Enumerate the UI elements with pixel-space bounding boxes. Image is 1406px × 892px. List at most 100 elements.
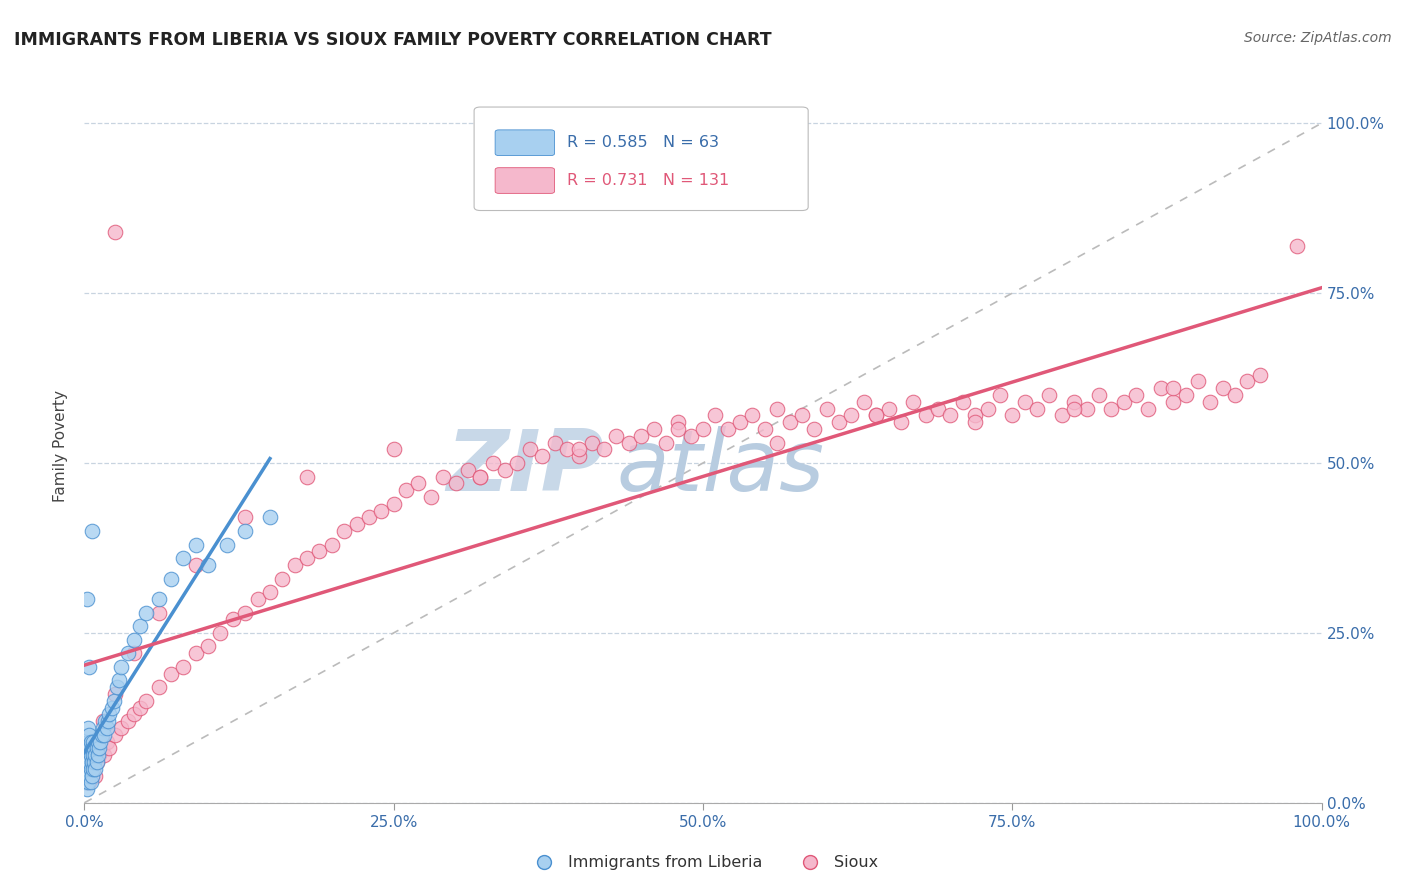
Point [82,762,104,776]
Point [148,680,170,694]
FancyBboxPatch shape [495,130,554,155]
Point [79,755,101,769]
Point [1187,375,1209,389]
Point [481,456,503,470]
Point [779,415,801,429]
Point [581,435,603,450]
Point [555,442,578,457]
Point [952,394,974,409]
Point [77,734,100,748]
Point [927,401,949,416]
Point [828,415,851,429]
Point [79,775,101,789]
Point [84,762,107,776]
Point [79,775,101,789]
Point [370,503,392,517]
Point [75,775,97,789]
Point [1063,401,1085,416]
Point [172,551,194,566]
Point [1014,394,1036,409]
Point [457,463,479,477]
Point [841,409,863,423]
Point [1001,409,1024,423]
Point [1076,401,1098,416]
Point [79,755,101,769]
FancyBboxPatch shape [495,168,554,194]
Point [284,558,307,572]
Point [408,476,430,491]
Point [84,769,107,783]
Point [117,646,139,660]
Point [754,422,776,436]
Point [704,409,727,423]
Text: R = 0.585   N = 63: R = 0.585 N = 63 [567,136,718,150]
Point [97,714,120,729]
Point [82,762,104,776]
Point [103,694,125,708]
Point [939,409,962,423]
Point [76,782,98,797]
Point [91,714,114,729]
Point [105,680,128,694]
Point [630,429,652,443]
Text: Source: ZipAtlas.com: Source: ZipAtlas.com [1244,31,1392,45]
Point [222,612,245,626]
Point [382,497,405,511]
Point [766,401,789,416]
Point [77,762,100,776]
Point [197,558,219,572]
Point [643,422,665,436]
Point [172,660,194,674]
Point [76,769,98,783]
Point [86,755,108,769]
Point [605,429,627,443]
Point [79,728,101,742]
Point [1088,388,1111,402]
Point [1137,401,1160,416]
Point [86,755,108,769]
Point [593,442,616,457]
Point [506,456,529,470]
Point [80,741,103,756]
Point [965,409,987,423]
Point [148,606,170,620]
Point [903,394,925,409]
Point [108,673,131,688]
Point [444,476,467,491]
Text: R = 0.731   N = 131: R = 0.731 N = 131 [567,173,730,188]
Point [295,469,318,483]
Point [80,769,103,783]
Point [741,409,763,423]
Point [87,748,110,763]
Point [117,714,139,729]
Point [80,524,103,538]
Point [815,401,838,416]
Point [1161,394,1184,409]
Point [122,646,145,660]
Point [965,415,987,429]
Point [184,646,207,660]
Point [1150,381,1173,395]
Point [692,422,714,436]
Point [914,409,936,423]
Point [308,544,330,558]
Point [568,442,591,457]
Point [1249,368,1271,382]
Point [1026,401,1049,416]
Point [321,537,343,551]
Point [1285,238,1308,252]
Point [90,728,112,742]
Point [1099,401,1122,416]
Point [110,660,132,674]
Point [135,606,157,620]
Point [890,415,912,429]
Point [1174,388,1197,402]
Point [93,748,115,763]
Point [1125,388,1147,402]
Point [233,510,256,524]
Point [246,591,269,606]
Point [1212,381,1234,395]
Point [76,769,98,783]
Point [666,415,689,429]
Point [104,687,127,701]
